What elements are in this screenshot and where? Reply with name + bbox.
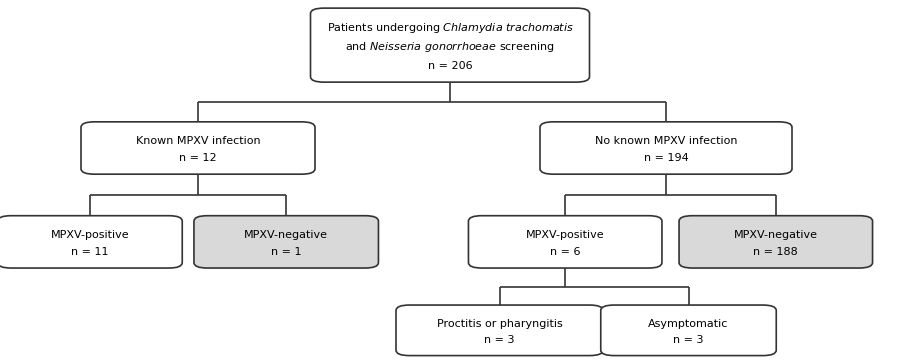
Text: n = 12: n = 12 — [179, 153, 217, 164]
FancyBboxPatch shape — [310, 8, 590, 82]
Text: n = 11: n = 11 — [71, 247, 109, 257]
FancyBboxPatch shape — [194, 216, 378, 268]
Text: Patients undergoing $\it{Chlamydia\ trachomatis}$: Patients undergoing $\it{Chlamydia\ trac… — [327, 21, 573, 35]
FancyBboxPatch shape — [81, 122, 315, 174]
Text: No known MPXV infection: No known MPXV infection — [595, 136, 737, 146]
Text: n = 188: n = 188 — [753, 247, 798, 257]
Text: n = 3: n = 3 — [484, 335, 515, 345]
FancyBboxPatch shape — [396, 305, 603, 356]
Text: n = 1: n = 1 — [271, 247, 302, 257]
Text: n = 206: n = 206 — [428, 61, 473, 70]
Text: n = 6: n = 6 — [550, 247, 580, 257]
Text: n = 194: n = 194 — [644, 153, 688, 164]
FancyBboxPatch shape — [468, 216, 662, 268]
Text: n = 3: n = 3 — [673, 335, 704, 345]
Text: MPXV-positive: MPXV-positive — [50, 230, 130, 240]
FancyBboxPatch shape — [540, 122, 792, 174]
Text: MPXV-positive: MPXV-positive — [526, 230, 605, 240]
FancyBboxPatch shape — [679, 216, 872, 268]
FancyBboxPatch shape — [0, 216, 182, 268]
Text: Known MPXV infection: Known MPXV infection — [136, 136, 260, 146]
Text: and $\it{Neisseria\ gonorrhoeae}$ screening: and $\it{Neisseria\ gonorrhoeae}$ screen… — [346, 40, 554, 54]
Text: Proctitis or pharyngitis: Proctitis or pharyngitis — [436, 319, 562, 329]
Text: MPXV-negative: MPXV-negative — [734, 230, 818, 240]
Text: Asymptomatic: Asymptomatic — [648, 319, 729, 329]
Text: MPXV-negative: MPXV-negative — [244, 230, 328, 240]
FancyBboxPatch shape — [601, 305, 776, 356]
